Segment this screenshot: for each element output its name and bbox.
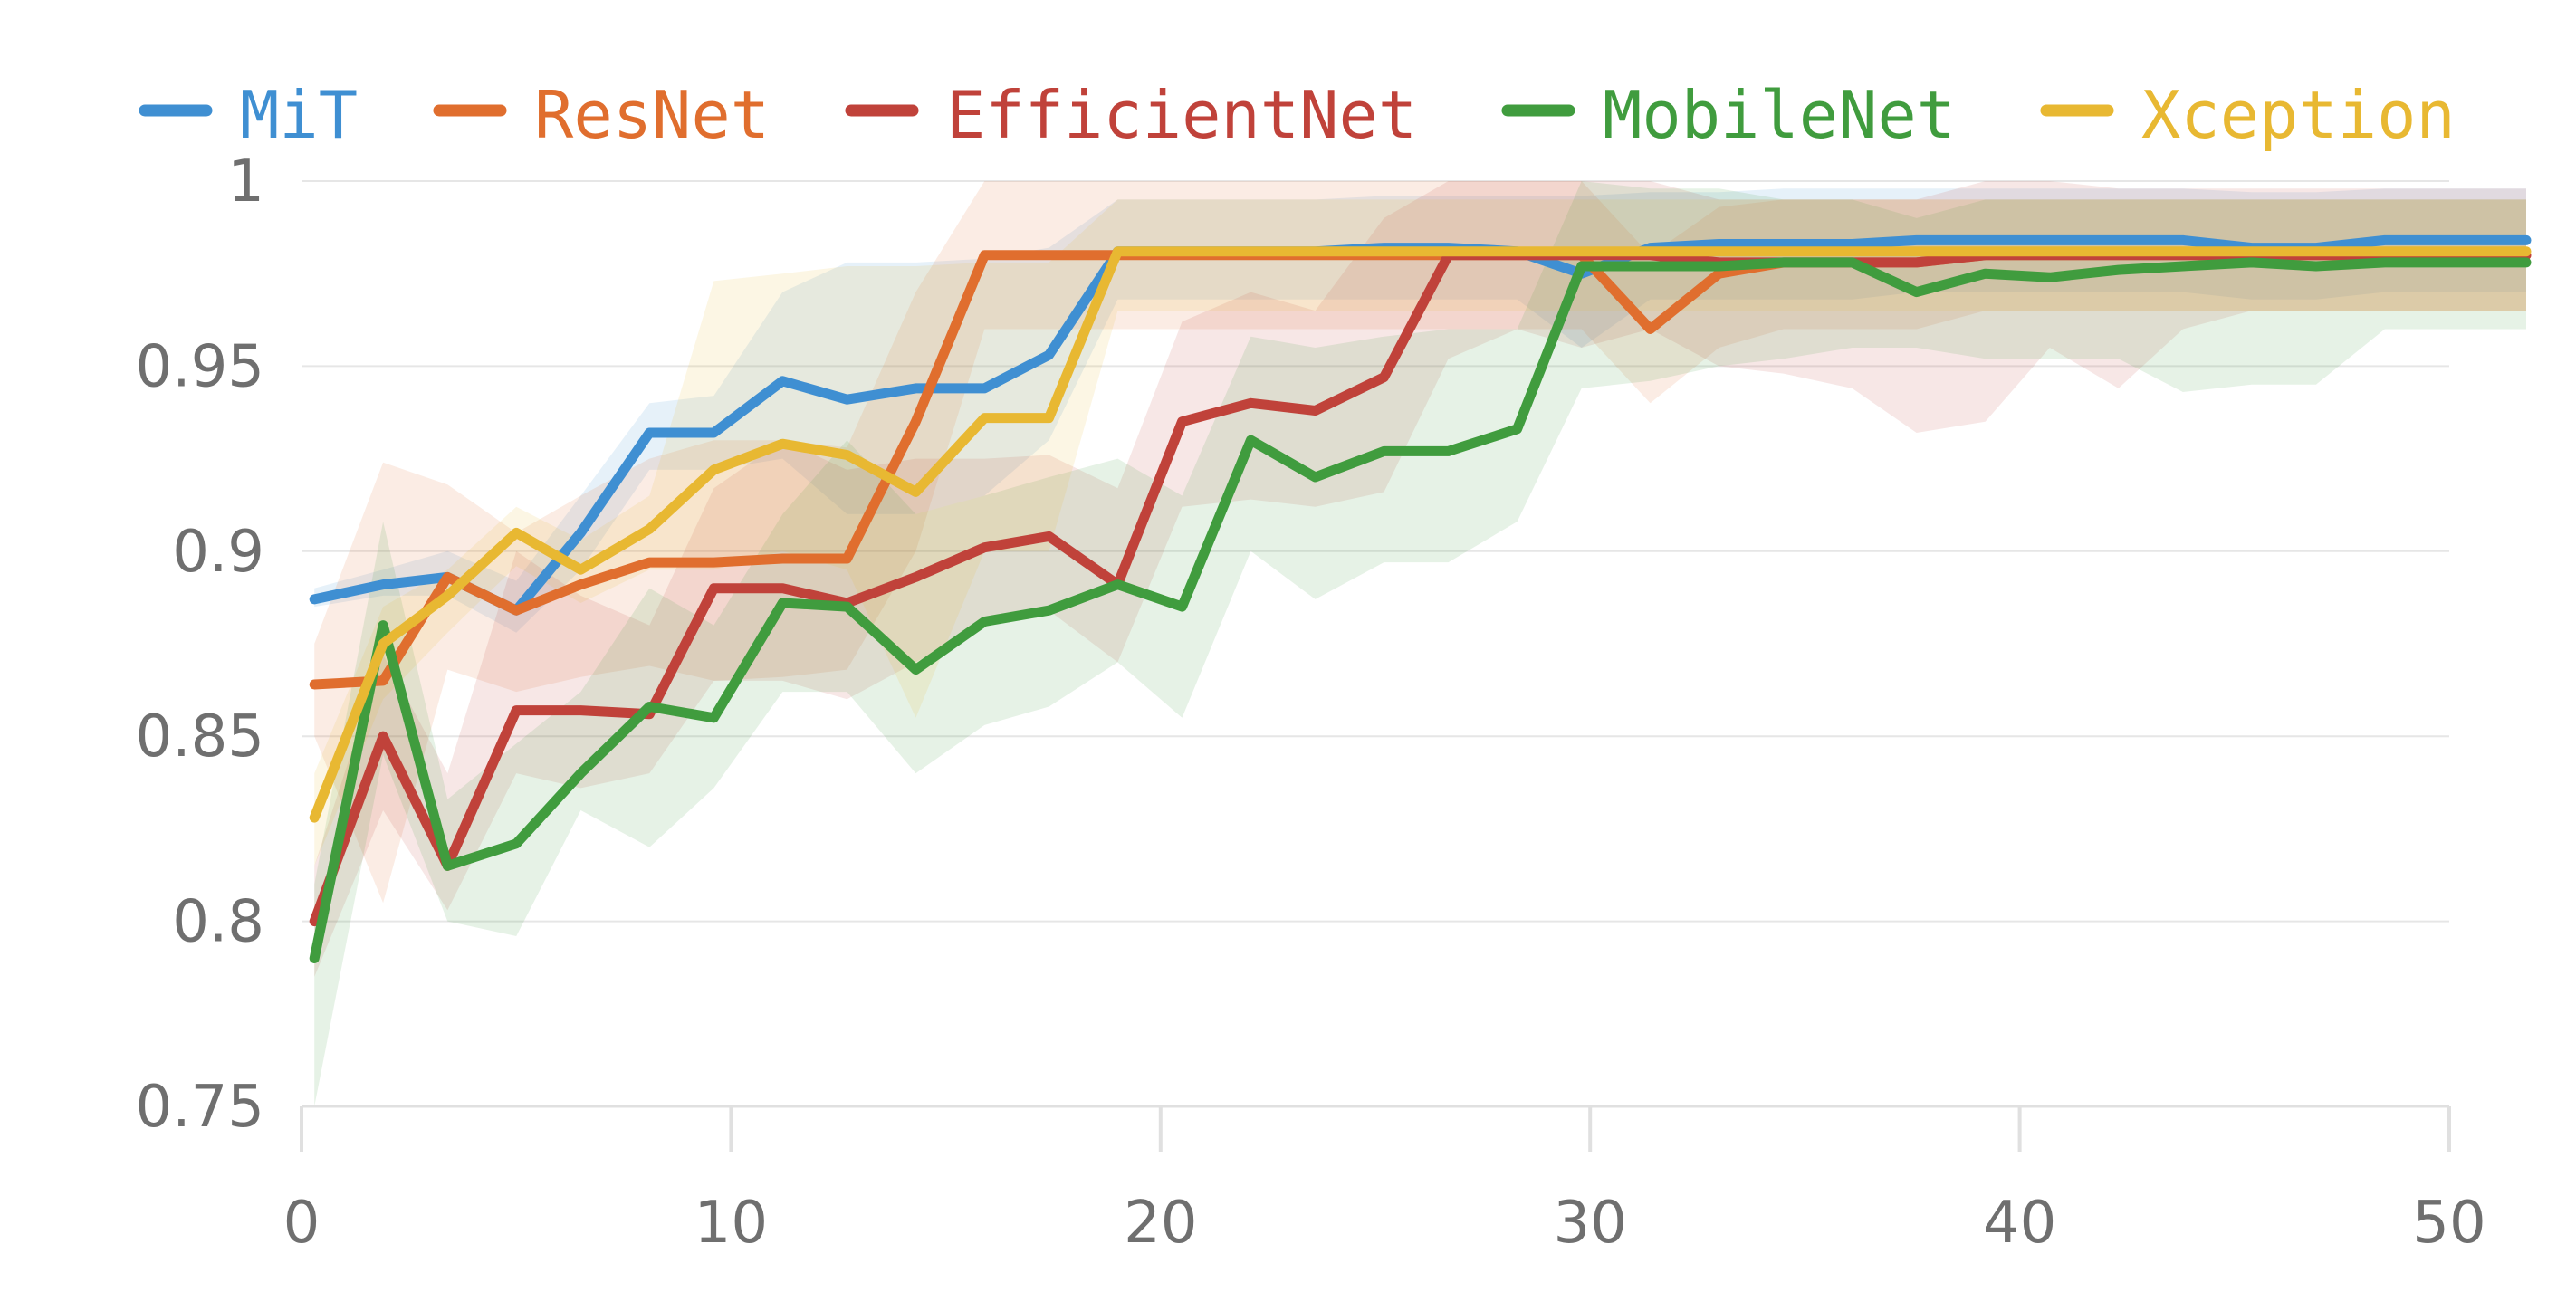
confidence-bands: [314, 181, 2527, 1106]
band-xception: [314, 199, 2527, 866]
legend-label: EfficientNet: [946, 77, 1417, 153]
legend-item-xception[interactable]: Xception: [2040, 77, 2456, 153]
x-tick-label: 10: [694, 1190, 768, 1257]
line-mobilenet: [309, 257, 2532, 963]
band-mit: [314, 188, 2527, 633]
legend-item-mit[interactable]: MiT: [139, 77, 358, 153]
x-tick-label: 0: [283, 1190, 321, 1257]
legend-item-resnet[interactable]: ResNet: [433, 77, 770, 153]
legend-label: MiT: [240, 77, 358, 153]
y-tick-label: 0.9: [172, 519, 264, 586]
y-tick-label: 0.95: [136, 333, 265, 400]
x-tick-label: 50: [2412, 1190, 2485, 1257]
legend: MiT ResNet EfficientNet MobileNet Xception: [139, 77, 2456, 153]
legend-label: MobileNet: [1603, 77, 1956, 153]
y-tick-label: 0.8: [172, 889, 264, 956]
legend-label: Xception: [2141, 77, 2456, 153]
y-tick-label: 1: [227, 148, 264, 215]
y-tick-label: 0.75: [136, 1074, 265, 1141]
x-tick-label: 30: [1553, 1190, 1626, 1257]
y-tick-label: 0.85: [136, 703, 265, 770]
x-tick-label: 20: [1124, 1190, 1197, 1257]
x-tick-label: 40: [1983, 1190, 2056, 1257]
legend-label: ResNet: [534, 77, 770, 153]
legend-item-efficientnet[interactable]: EfficientNet: [845, 77, 1417, 153]
series-lines: [309, 234, 2532, 963]
line-xception: [309, 246, 2532, 823]
band-efficientnet: [314, 181, 2527, 977]
legend-item-mobilenet[interactable]: MobileNet: [1501, 77, 1956, 153]
